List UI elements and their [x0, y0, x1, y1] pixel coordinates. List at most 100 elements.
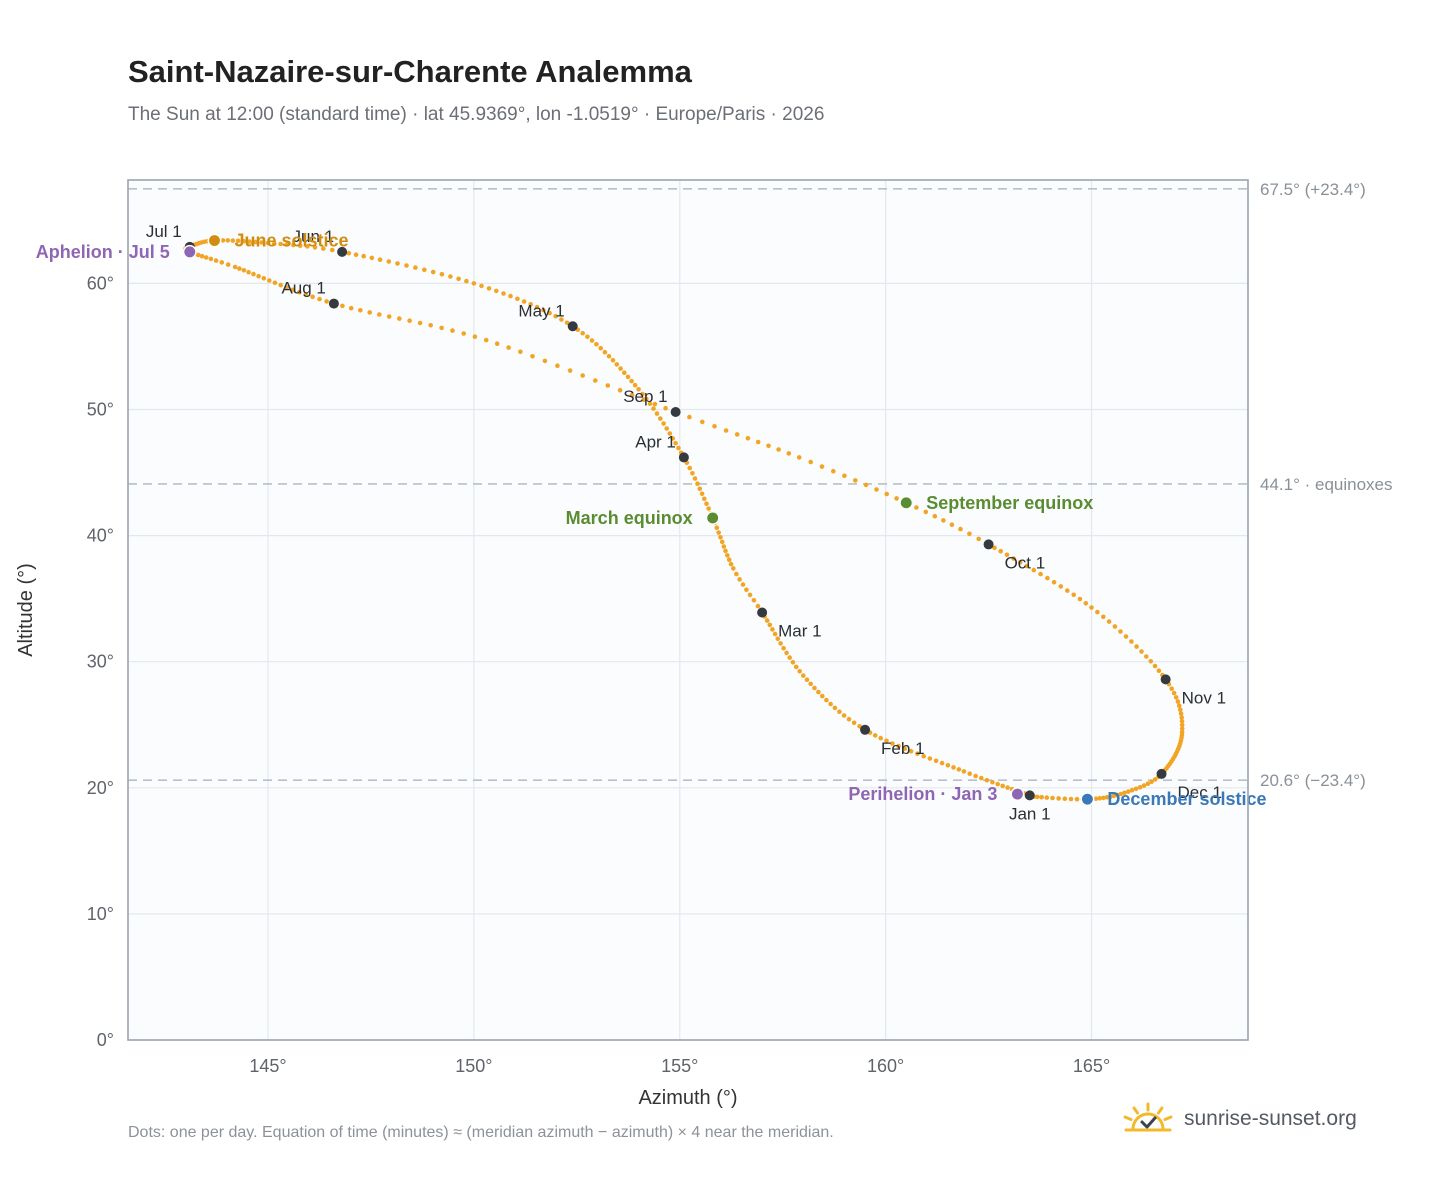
daily-dot — [278, 282, 284, 288]
daily-dot — [494, 288, 499, 294]
daily-dot — [676, 445, 681, 451]
daily-dot — [225, 238, 231, 243]
daily-dot — [1104, 795, 1110, 800]
daily-dot — [448, 274, 453, 279]
daily-dot — [640, 391, 645, 397]
daily-dot — [1176, 703, 1182, 708]
daily-dot — [1111, 793, 1117, 799]
daily-dot — [745, 436, 751, 441]
daily-dot — [831, 468, 836, 474]
daily-dot — [528, 302, 533, 307]
month-marker — [860, 724, 871, 735]
daily-dot — [521, 299, 527, 304]
daily-dot — [598, 345, 603, 351]
daily-dot — [547, 310, 552, 316]
daily-dot — [593, 378, 598, 383]
event-label: Perihelion · Jan 3 — [848, 784, 997, 804]
daily-dot — [714, 525, 720, 531]
y-tick-label: 60° — [87, 273, 114, 293]
event-label: December solstice — [1107, 789, 1266, 809]
y-tick-label: 20° — [87, 778, 114, 798]
event-marker — [1080, 792, 1095, 807]
daily-dot — [949, 522, 955, 527]
daily-dot — [567, 368, 573, 373]
daily-dot — [661, 421, 666, 426]
daily-dot — [278, 241, 283, 247]
daily-dot — [1152, 777, 1158, 782]
plot-area — [128, 180, 1248, 1040]
x-axis-title: Azimuth (°) — [638, 1087, 737, 1109]
daily-dot — [956, 767, 962, 772]
y-tick-label: 40° — [87, 526, 114, 546]
daily-dot — [1118, 791, 1124, 797]
daily-dot — [1017, 560, 1023, 565]
daily-dot — [828, 701, 833, 707]
daily-dot — [290, 287, 296, 293]
daily-dot — [884, 738, 889, 744]
month-label: Jul 1 — [146, 222, 182, 241]
daily-dot — [272, 241, 277, 246]
daily-dot — [450, 328, 455, 333]
daily-dot — [1050, 795, 1055, 801]
daily-dot — [784, 650, 789, 656]
daily-dot — [1039, 794, 1044, 800]
daily-dot — [1134, 644, 1139, 649]
daily-dot — [312, 245, 318, 250]
daily-dot — [1129, 787, 1135, 793]
daily-dot — [1156, 668, 1162, 673]
daily-dot — [663, 405, 668, 411]
daily-dot — [606, 353, 612, 359]
daily-dot — [734, 432, 740, 437]
daily-dot — [1101, 795, 1106, 801]
daily-dot — [225, 262, 231, 267]
daily-dot — [654, 411, 660, 416]
month-label: Mar 1 — [778, 622, 821, 641]
daily-dot — [386, 314, 392, 319]
daily-dot — [530, 354, 535, 359]
event-label: September equinox — [926, 493, 1093, 513]
daily-dot — [518, 349, 523, 355]
daily-dot — [203, 255, 209, 260]
daily-dot — [340, 303, 345, 309]
daily-dot — [915, 751, 920, 756]
daily-dot — [808, 459, 813, 465]
daily-dot — [914, 505, 919, 510]
daily-dot — [580, 330, 585, 336]
daily-dot — [651, 406, 656, 411]
daily-dot — [787, 655, 792, 660]
brand[interactable]: sunrise-sunset.org — [1120, 1102, 1357, 1136]
month-marker — [328, 298, 339, 309]
daily-dot — [945, 763, 951, 768]
daily-dot — [422, 267, 427, 273]
daily-dot — [723, 548, 728, 554]
y-axis-title: Altitude (°) — [15, 563, 37, 657]
daily-dot — [664, 426, 669, 431]
daily-dot — [259, 240, 265, 245]
daily-dot — [775, 636, 781, 641]
daily-dot — [1169, 686, 1174, 691]
daily-dot — [1004, 552, 1010, 558]
event-label: June solstice — [234, 231, 348, 251]
daily-dot — [1000, 783, 1005, 789]
daily-dot — [534, 304, 540, 310]
daily-dot — [1056, 796, 1061, 801]
daily-dot — [755, 439, 761, 445]
daily-dot — [973, 773, 978, 779]
daily-dot — [267, 278, 272, 283]
daily-dot — [1035, 794, 1040, 800]
daily-dot — [842, 473, 847, 479]
daily-dot — [196, 252, 201, 258]
daily-dot — [874, 487, 879, 492]
y-tick-label: 30° — [87, 652, 114, 672]
daily-dot — [564, 320, 570, 326]
daily-dot — [790, 660, 796, 665]
daily-dot — [719, 539, 725, 545]
daily-dot — [716, 530, 721, 535]
daily-dot — [927, 756, 933, 761]
daily-dot — [641, 397, 646, 403]
daily-dot — [1137, 785, 1143, 790]
x-tick-label: 150° — [455, 1056, 492, 1076]
daily-dot — [744, 587, 749, 592]
daily-dot — [673, 440, 678, 446]
